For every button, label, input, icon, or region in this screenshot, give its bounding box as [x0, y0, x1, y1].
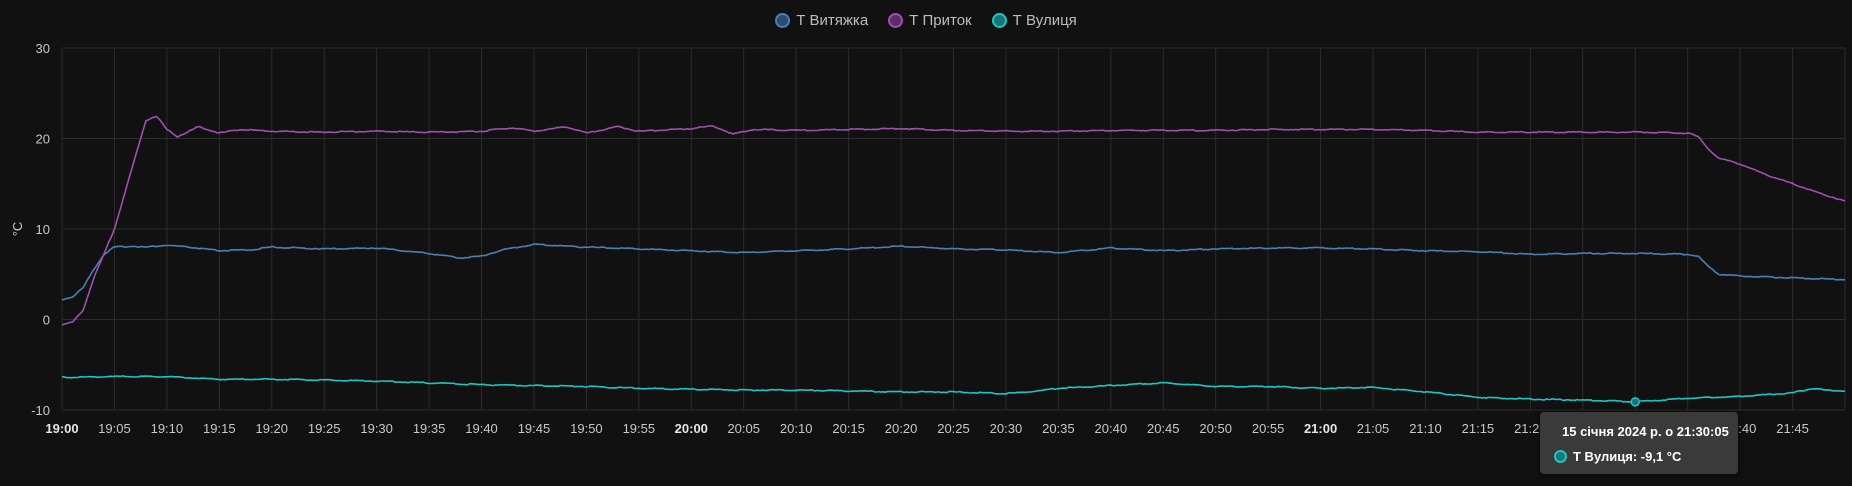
legend-swatch-vulytsia: [991, 13, 1007, 28]
y-tick-label: -10: [31, 403, 50, 418]
y-tick-label: 0: [43, 313, 50, 328]
x-tick-label: 20:20: [885, 421, 918, 436]
tooltip-title: 15 січня 2024 р. о 21:30:05: [1562, 424, 1729, 439]
x-tick-label: 19:10: [151, 421, 184, 436]
series-line-1: [62, 243, 1846, 301]
hover-point-marker: [1630, 397, 1640, 407]
x-tick-label: 20:45: [1147, 421, 1180, 436]
x-tick-label: 20:40: [1095, 421, 1128, 436]
x-tick-label: 19:20: [255, 421, 288, 436]
x-tick-label: 19:45: [518, 421, 551, 436]
x-tick-label: 19:55: [623, 421, 656, 436]
series-line-3: [62, 375, 1846, 404]
x-tick-label: 19:30: [360, 421, 393, 436]
x-tick-label: 19:40: [465, 421, 498, 436]
x-tick-label: 19:00: [45, 421, 78, 436]
y-tick-label: 20: [36, 132, 50, 147]
legend-label-prytok: Т Приток: [909, 12, 972, 29]
x-tick-label: 21:10: [1409, 421, 1442, 436]
x-tick-label: 19:05: [98, 421, 131, 436]
series-line-2: [61, 115, 1846, 326]
legend-label-vulytsia: Т Вулиця: [1012, 12, 1077, 29]
x-tick-label: 20:55: [1252, 421, 1285, 436]
x-tick-label: 20:05: [727, 421, 760, 436]
legend-swatch-vytiazhka: [775, 13, 791, 28]
x-tick-label: 20:10: [780, 421, 813, 436]
legend-item-vytiazhka[interactable]: Т Витяжка: [775, 12, 868, 29]
x-tick-label: 20:15: [832, 421, 865, 436]
x-tick-label: 20:50: [1199, 421, 1232, 436]
legend-swatch-prytok: [888, 13, 904, 28]
tooltip-text: Т Вулиця: -9,1 °C: [1573, 449, 1682, 464]
x-tick-label: 21:45: [1776, 421, 1809, 436]
x-tick-label: 19:35: [413, 421, 446, 436]
x-tick-label: 20:35: [1042, 421, 1075, 436]
x-tick-label: 20:25: [937, 421, 970, 436]
x-tick-label: 19:50: [570, 421, 603, 436]
x-tick-label: 20:30: [990, 421, 1023, 436]
x-tick-label: 19:15: [203, 421, 236, 436]
y-tick-label: 10: [36, 222, 50, 237]
tooltip-swatch: [1554, 450, 1567, 463]
legend: Т Витяжка Т Приток Т Вулиця: [0, 12, 1852, 29]
x-tick-label: 21:20: [1514, 421, 1547, 436]
x-tick-label: 19:25: [308, 421, 341, 436]
legend-item-vulytsia[interactable]: Т Вулиця: [991, 12, 1077, 29]
y-axis-label: °C: [10, 222, 25, 237]
tooltip-row: Т Вулиця: -9,1 °C: [1554, 449, 1681, 464]
legend-label-vytiazhka: Т Витяжка: [796, 12, 869, 29]
tooltip: 15 січня 2024 р. о 21:30:05 Т Вулиця: -9…: [1540, 412, 1738, 474]
x-tick-label: 20:00: [675, 421, 708, 436]
y-tick-label: 30: [36, 41, 50, 56]
x-tick-label: 21:00: [1304, 421, 1337, 436]
legend-item-prytok[interactable]: Т Приток: [888, 12, 972, 29]
x-tick-label: 21:05: [1357, 421, 1390, 436]
x-tick-label: 21:15: [1462, 421, 1495, 436]
